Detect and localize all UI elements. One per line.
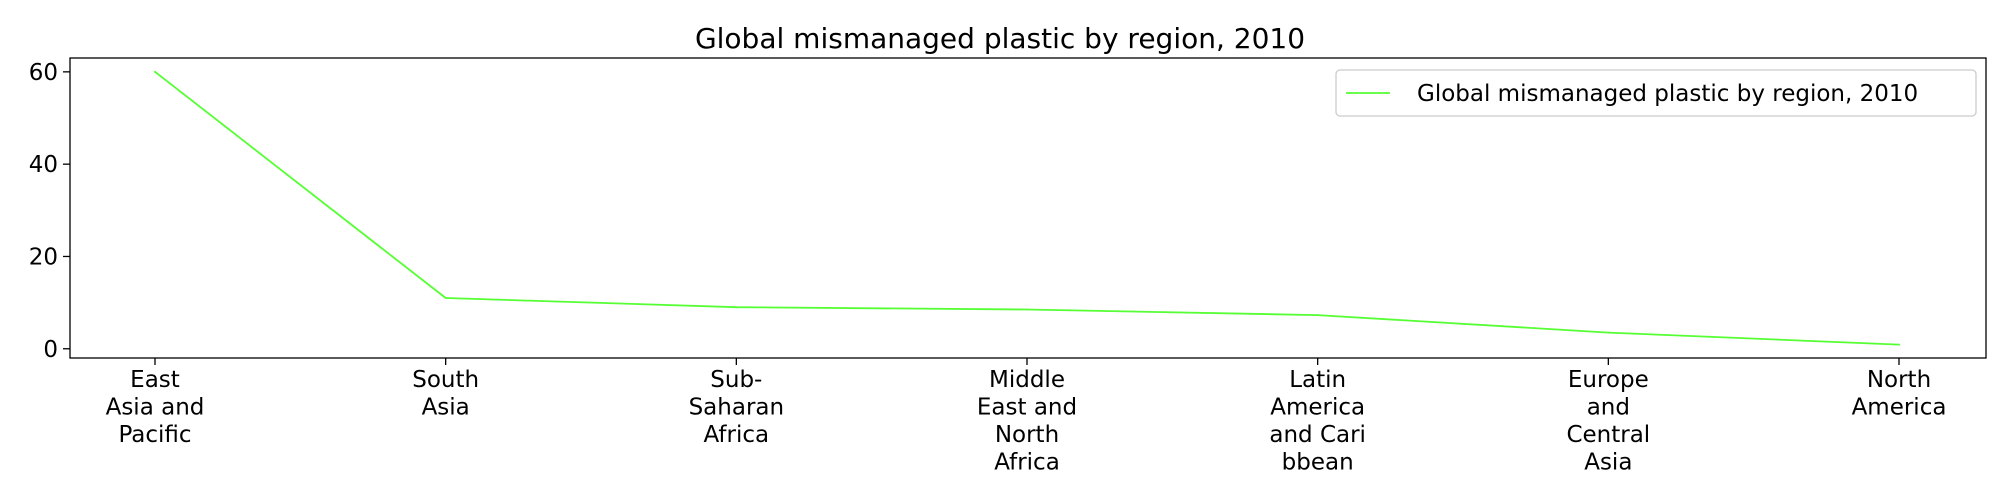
data-point xyxy=(735,306,738,309)
data-point xyxy=(1316,314,1319,317)
x-tick-label: North America xyxy=(1852,367,1947,421)
x-tick-label: Sub-Saharan Africa xyxy=(689,367,785,448)
x-tick-label-line: Middle xyxy=(989,367,1065,393)
x-tick-label-line: East and xyxy=(977,395,1077,421)
y-axis: 0 20 40 60 xyxy=(29,60,70,363)
x-tick-label: Europe and Central Asia xyxy=(1566,367,1650,476)
x-tick-label-line: Central xyxy=(1566,422,1650,448)
data-point xyxy=(1026,308,1028,311)
x-tick-label-line: and Cari xyxy=(1269,422,1366,448)
x-tick-label: Middle East and North Africa xyxy=(977,367,1077,476)
data-point xyxy=(1898,343,1900,346)
data-point xyxy=(1607,331,1610,334)
x-tick-label-line: America xyxy=(1852,395,1947,421)
x-tick-label: Latin America and Cari bbean xyxy=(1269,367,1366,476)
x-tick-label-line: Africa xyxy=(994,450,1060,476)
y-tick-label: 60 xyxy=(29,60,58,86)
x-tick-label-line: Latin xyxy=(1289,367,1346,393)
x-tick-label-line: Asia and xyxy=(106,395,205,421)
legend-box xyxy=(1335,69,1977,117)
legend: Global mismanaged plastic by region, 201… xyxy=(1335,69,1977,117)
x-tick-label-line: America xyxy=(1270,395,1365,421)
y-tick-label: 0 xyxy=(43,337,58,363)
x-tick-label-line: Europe xyxy=(1568,367,1649,393)
x-tick-label-line: South xyxy=(412,367,479,393)
x-tick-label: South Asia xyxy=(412,367,479,421)
x-tick-label-line: Sub- xyxy=(710,367,762,393)
plot-frame xyxy=(69,57,1987,359)
x-tick-label-line: bbean xyxy=(1282,450,1354,476)
x-tick-label-line: Africa xyxy=(704,422,770,448)
series-layer xyxy=(154,70,1900,346)
x-tick-label-line: and xyxy=(1587,395,1630,421)
x-tick-label-line: Pacific xyxy=(118,422,191,448)
x-tick-label-line: Asia xyxy=(1584,450,1632,476)
x-tick-label-line: North xyxy=(1867,367,1931,393)
legend-label: Global mismanaged plastic by region, 201… xyxy=(1417,81,1918,107)
chart-title: Global mismanaged plastic by region, 201… xyxy=(695,22,1305,55)
y-tick-label: 40 xyxy=(29,152,58,178)
y-tick-label: 20 xyxy=(29,244,58,270)
data-point xyxy=(154,70,156,73)
x-tick-label-line: East xyxy=(130,367,180,393)
data-point xyxy=(444,297,447,299)
x-tick-label-line: North xyxy=(995,422,1059,448)
x-tick-label: East Asia and Pacific xyxy=(106,367,205,448)
x-tick-label-line: Saharan xyxy=(689,395,785,421)
x-tick-label-line: Asia xyxy=(422,395,470,421)
